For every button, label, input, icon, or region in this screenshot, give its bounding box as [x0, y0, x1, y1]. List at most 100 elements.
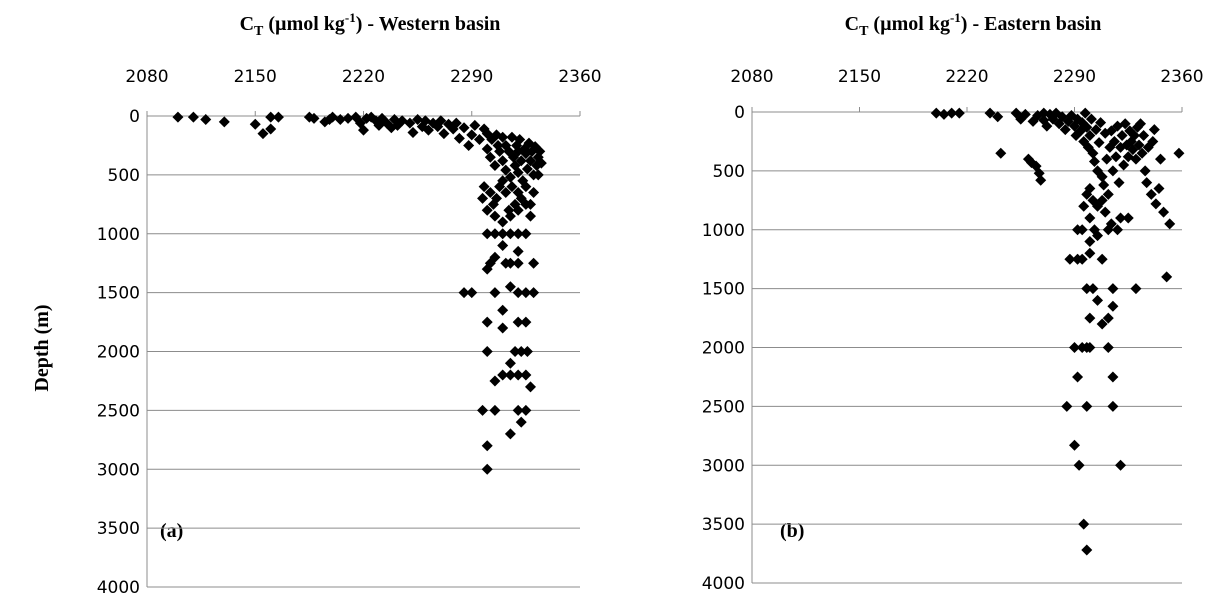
eastern-data-point [1084, 236, 1096, 248]
western-data-point [453, 132, 465, 144]
western-data-point [512, 187, 524, 199]
eastern-data-point [1113, 177, 1125, 189]
western-data-point [515, 346, 527, 357]
eastern-data-point [1081, 188, 1093, 200]
western-data-point [481, 316, 493, 328]
western-data-point [520, 404, 532, 416]
western-data-point [200, 114, 212, 126]
western-data-point [481, 204, 493, 216]
western-data-point [478, 181, 490, 193]
western-x-tick-label: 2360 [558, 67, 601, 87]
western-data-point [497, 228, 509, 240]
western-data-point [484, 151, 496, 163]
eastern-data-point [1102, 312, 1114, 324]
western-data-point [342, 112, 354, 124]
eastern-data-point [1105, 218, 1117, 230]
eastern-x-tick-label: 2290 [1053, 67, 1096, 87]
eastern-data-point [1072, 371, 1084, 383]
western-data-point [489, 159, 501, 171]
eastern-data-point [1084, 130, 1096, 142]
eastern-data-point [1033, 167, 1045, 179]
western-data-point [532, 169, 544, 181]
western-data-point [172, 111, 184, 123]
eastern-data-point [1173, 147, 1185, 159]
western-data-point [525, 381, 537, 393]
eastern-data-point [1096, 171, 1108, 183]
eastern-data-point [1107, 165, 1119, 177]
western-y-tick-label: 2000 [97, 343, 140, 363]
eastern-title-sub: T [859, 24, 869, 39]
eastern-data-point [1087, 147, 1099, 159]
eastern-data-point [1061, 400, 1073, 412]
eastern-data-point [1107, 371, 1119, 383]
eastern-data-point [1133, 139, 1145, 151]
western-data-point [512, 204, 524, 216]
eastern-y-tick-label: 3500 [702, 515, 745, 535]
western-data-point [520, 369, 532, 381]
eastern-data-point [1128, 130, 1140, 142]
western-data-point [257, 128, 269, 140]
eastern-x-tick-label: 2080 [730, 67, 773, 87]
western-data-point [481, 440, 493, 452]
eastern-x-tick-label: 2150 [838, 67, 881, 87]
eastern-data-point [1081, 283, 1093, 295]
western-data-point [265, 111, 277, 123]
eastern-data-point [1069, 439, 1080, 451]
western-data-point [187, 111, 199, 123]
western-data-point [272, 111, 284, 123]
eastern-data-point [1041, 120, 1053, 132]
western-data-point [512, 287, 524, 299]
western-title: CT (µmol kg-1) - Western basin [240, 10, 501, 39]
western-data-point [489, 375, 501, 387]
western-data-point [520, 228, 532, 240]
western-data-point [265, 123, 277, 135]
eastern-data-point [1102, 342, 1114, 353]
eastern-data-point [1119, 118, 1131, 130]
eastern-data-point [1102, 188, 1114, 200]
western-ylabel: Depth (m) [31, 304, 53, 391]
eastern-data-point [1093, 137, 1105, 149]
eastern-title-rest: ) - Eastern basin [961, 13, 1102, 35]
western-data-point [484, 187, 496, 199]
eastern-data-point [1092, 230, 1104, 242]
eastern-y-tick-label: 1000 [702, 221, 745, 241]
eastern-data-point [1096, 253, 1108, 265]
eastern-data-point [1092, 294, 1104, 306]
western-data-point [489, 287, 501, 299]
eastern-data-point [1139, 165, 1151, 177]
western-data-point [521, 163, 533, 175]
western-data-point [497, 369, 509, 381]
eastern-data-point [1076, 253, 1088, 265]
eastern-data-point [1084, 342, 1096, 353]
eastern-data-point [1090, 124, 1102, 136]
eastern-title-units: (µmol kg [868, 13, 950, 35]
western-data-point [520, 287, 532, 299]
eastern-data-point [1019, 108, 1031, 120]
western-data-point [497, 304, 509, 316]
eastern-data-point [1084, 212, 1096, 224]
eastern-data-point [1150, 198, 1162, 210]
eastern-data-point [1085, 113, 1097, 125]
western-data-point [358, 124, 369, 136]
western-data-point [477, 192, 489, 204]
eastern-data-point [1130, 153, 1142, 165]
eastern-y-tick-label: 3000 [702, 456, 745, 476]
western-data-point [308, 112, 320, 124]
eastern-data-point [1087, 283, 1099, 295]
eastern-data-point [1081, 400, 1093, 412]
western-panel-label: (a) [160, 520, 183, 542]
western-data-point [512, 167, 524, 179]
western-data-point [520, 316, 532, 328]
western-plot-area: 0 500 1000 1500 2000 2500 3000 3500 4000 2080 2150… [97, 67, 602, 598]
western-title-sup: -1 [345, 10, 356, 25]
eastern-title: CT (µmol kg-1) - Eastern basin [845, 10, 1102, 39]
eastern-data-point [1078, 200, 1090, 212]
western-data-point [249, 118, 261, 130]
eastern-data-point [1108, 135, 1120, 147]
eastern-data-point [984, 107, 996, 119]
western-data-point [504, 171, 516, 183]
western-data-point [504, 428, 516, 440]
eastern-data-point [1096, 194, 1108, 206]
eastern-data-point [1135, 118, 1147, 130]
